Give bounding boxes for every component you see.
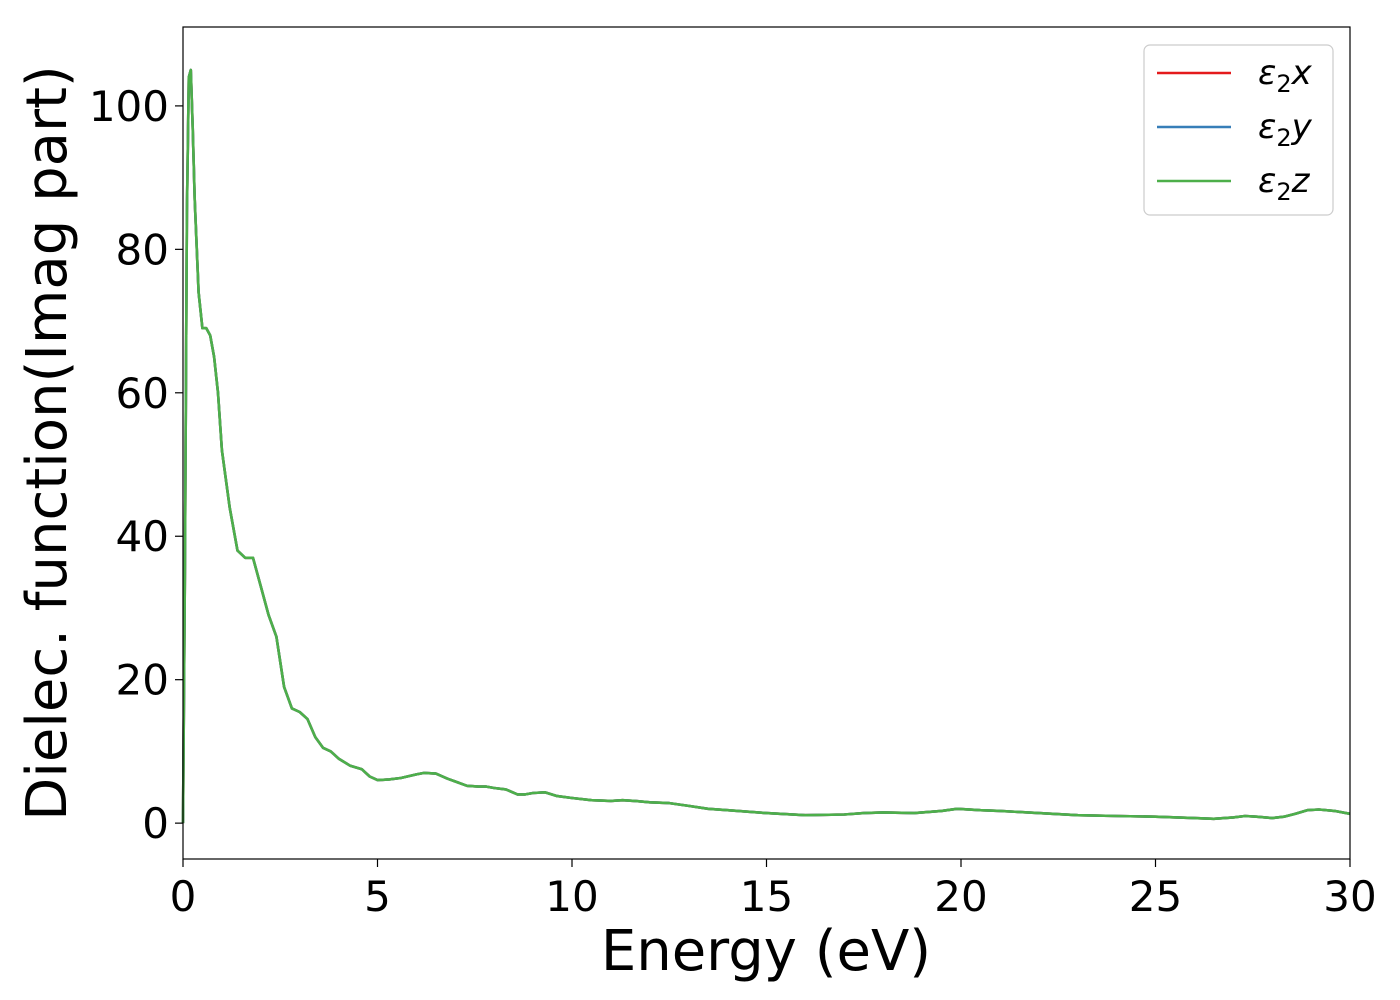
x-tick-label: 15 <box>740 872 793 921</box>
x-tick-label: 20 <box>934 872 987 921</box>
x-tick-label: 0 <box>170 872 197 921</box>
legend-label-x: ε2x <box>1258 53 1313 98</box>
y-tick-label: 60 <box>116 369 169 418</box>
y-tick-label: 40 <box>116 512 169 561</box>
y-tick-label: 80 <box>116 225 169 274</box>
series-line-z <box>181 68 1351 824</box>
y-tick-label: 0 <box>142 799 169 848</box>
x-tick-label: 25 <box>1129 872 1182 921</box>
y-tick-label: 100 <box>89 82 169 131</box>
x-tick-label: 30 <box>1323 872 1376 921</box>
x-axis-title: Energy (eV) <box>601 919 931 984</box>
legend-label-y: ε2y <box>1258 107 1313 152</box>
x-axis-ticks: 0 5 10 15 20 25 30 <box>170 859 1377 921</box>
legend: ε2x ε2y ε2z <box>1143 44 1334 216</box>
x-tick-label: 10 <box>545 872 598 921</box>
x-tick-label: 5 <box>364 872 391 921</box>
series-layer <box>181 68 1351 824</box>
y-axis-title: Dielec. function(Imag part) <box>15 65 80 821</box>
y-axis-ticks: 0 20 40 60 80 100 <box>89 82 183 848</box>
legend-label-z: ε2z <box>1258 161 1311 206</box>
legend-box <box>1143 44 1334 216</box>
y-tick-label: 20 <box>116 656 169 705</box>
